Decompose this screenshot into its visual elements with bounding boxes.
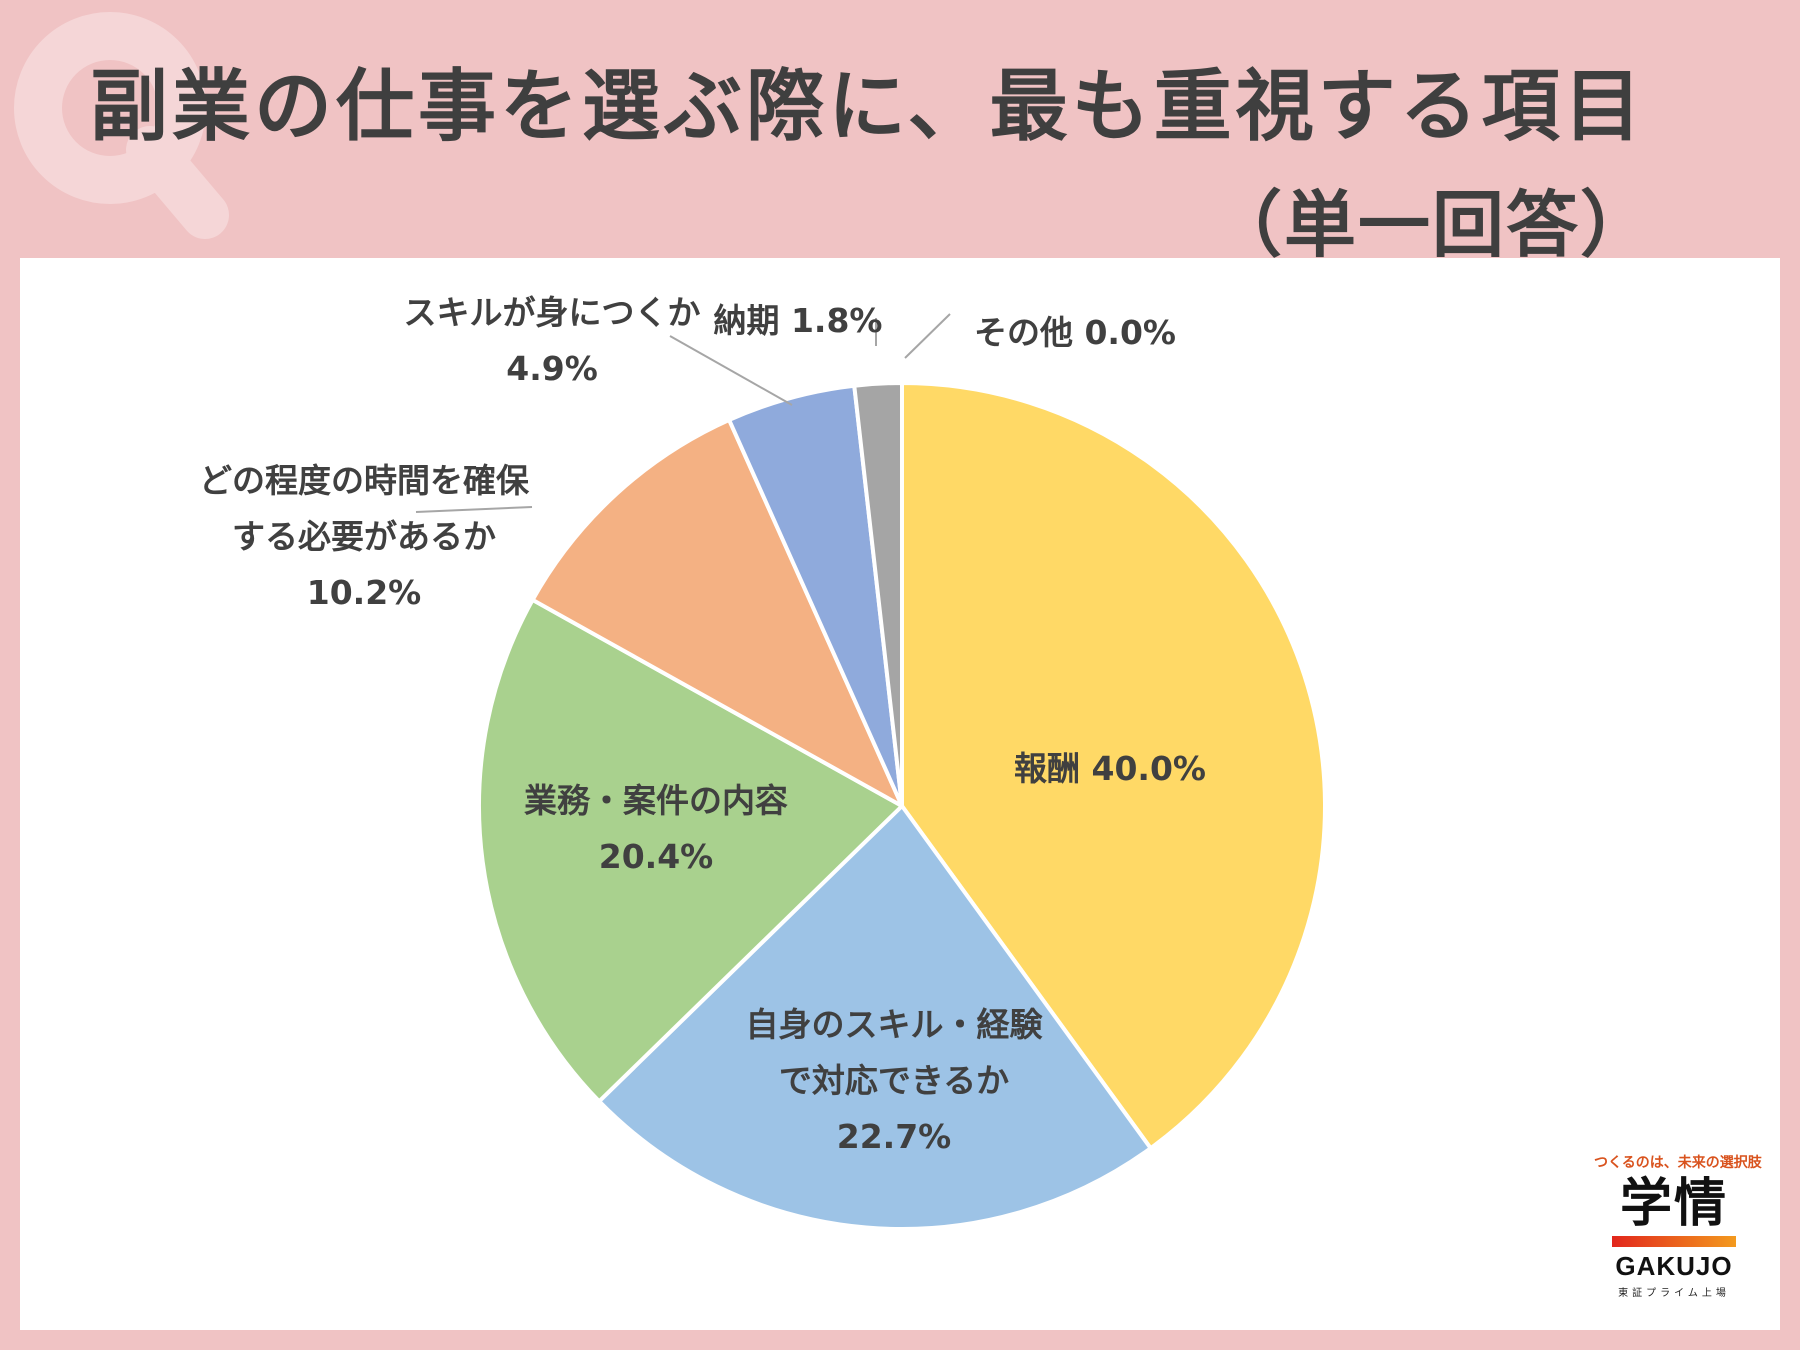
chart-panel: 報酬 40.0% 自身のスキル・経験で対応できるか 22.7% 業務・案件の内容 20.… xyxy=(20,258,1780,1330)
data-label-line-1-0: 自身のスキル・経験 xyxy=(746,1005,1044,1044)
pie-slice-3 xyxy=(530,417,904,808)
data-label-line-1-1: で対応できるか xyxy=(779,1061,1009,1100)
data-label-6: その他 0.0% xyxy=(974,313,1176,352)
data-label-5: 納期 1.8% xyxy=(713,301,882,340)
logo-mark: 学情 xyxy=(1619,1174,1728,1234)
data-label-line-2-1: 20.4% xyxy=(599,837,714,876)
data-label-1: 自身のスキル・経験で対応できるか 22.7% xyxy=(746,1005,1044,1156)
data-label-line-4-0: スキルが身につくか xyxy=(404,293,701,332)
pie-slice-2 xyxy=(477,597,904,1104)
leader-line-6 xyxy=(904,313,951,359)
pie-slice-5 xyxy=(852,381,904,808)
data-label-line-4-1: 4.9% xyxy=(506,349,598,388)
pie-slice-0 xyxy=(900,381,1327,1151)
data-label-0: 報酬 40.0% xyxy=(1014,749,1206,788)
chart-subtitle: （単一回答） xyxy=(1209,183,1654,267)
data-label-line-3-0: どの程度の時間を確保 xyxy=(199,461,530,500)
data-label-line-2-0: 業務・案件の内容 xyxy=(524,781,788,820)
chart-title: 副業の仕事を選ぶ際に、最も重視する項目 xyxy=(90,62,1646,152)
data-label-line-0-0: 報酬 40.0% xyxy=(1014,749,1206,788)
q-watermark-icon xyxy=(14,12,229,239)
logo-sub: 東証プライム上場 xyxy=(1618,1288,1730,1299)
logo-bar xyxy=(1612,1236,1736,1247)
logo-tagline: つくるのは、未来の選択肢 xyxy=(1594,1155,1762,1171)
data-label-line-5-0: 納期 1.8% xyxy=(713,301,882,340)
data-label-line-3-2: 10.2% xyxy=(307,573,422,612)
data-label-line-3-1: する必要があるか xyxy=(232,517,496,556)
data-label-3: どの程度の時間を確保する必要があるか 10.2% xyxy=(199,461,530,612)
leader-line-4 xyxy=(669,335,793,406)
leader-line-3 xyxy=(415,506,533,513)
data-label-4: スキルが身につくか 4.9% xyxy=(404,293,701,388)
data-label-2: 業務・案件の内容 20.4% xyxy=(524,781,788,876)
data-label-line-6-0: その他 0.0% xyxy=(974,313,1176,352)
pie-chart: 報酬 40.0% 自身のスキル・経験で対応できるか 22.7% 業務・案件の内容 20.… xyxy=(199,293,1327,1231)
pie-slice-1 xyxy=(597,804,1153,1231)
data-label-line-1-2: 22.7% xyxy=(837,1117,952,1156)
gakujo-logo: つくるのは、未来の選択肢 学情 GAKUJO 東証プライム上場 xyxy=(1594,1152,1762,1299)
logo-name: GAKUJO xyxy=(1615,1251,1733,1281)
